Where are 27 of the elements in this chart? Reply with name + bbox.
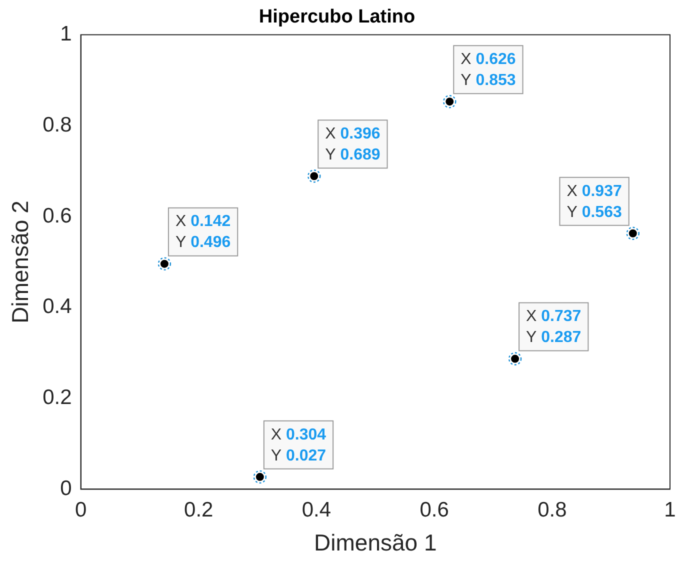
x-tick-label: 0.8: [538, 498, 567, 522]
y-tick-label: 1: [60, 22, 72, 46]
x-tick-label: 0.2: [184, 498, 214, 522]
annotation: Y 0.496: [175, 234, 231, 252]
y-axis-title: Dimensão 2: [7, 200, 34, 324]
annotation: Y 0.027: [270, 447, 326, 464]
chart-title: Hipercubo Latino: [258, 6, 416, 28]
x-axis-title: Dimensão 1: [314, 530, 437, 556]
y-tick-label: 0.8: [42, 113, 72, 136]
x-tick-label: 0: [74, 498, 87, 522]
annotation: Y 0.853: [460, 72, 516, 90]
annotation: Y 0.689: [325, 146, 380, 164]
x-tick-label: 0.4: [302, 498, 332, 522]
annotation: X 0.937: [566, 182, 622, 200]
x-tick-label: 0.6: [420, 498, 449, 522]
y-tick-label: 0.6: [42, 204, 72, 228]
annotation: X 0.626: [460, 51, 516, 68]
annotation: Y 0.563: [566, 204, 622, 221]
annotation: X 0.304: [270, 426, 326, 444]
y-tick-label: 0.2: [42, 386, 72, 410]
annotation: X 0.396: [325, 126, 380, 143]
y-tick-label: 0.4: [42, 295, 72, 318]
annotation: X 0.142: [175, 213, 231, 230]
annotation: X 0.737: [526, 308, 582, 326]
y-tick-label: 0: [60, 476, 72, 500]
x-tick-label: 1: [664, 498, 676, 522]
annotation: Y 0.287: [526, 329, 582, 346]
